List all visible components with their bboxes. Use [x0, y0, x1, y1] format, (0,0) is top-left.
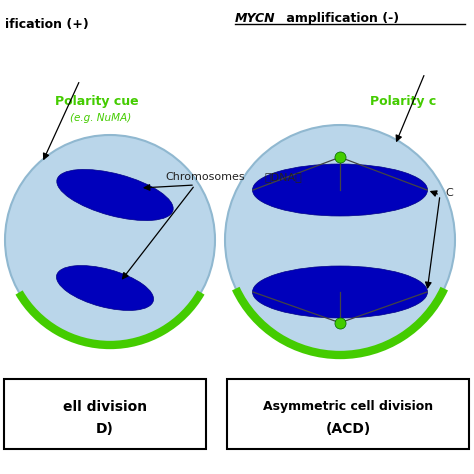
Text: （DNA）: （DNA）: [265, 172, 303, 182]
Text: MYCN: MYCN: [235, 12, 275, 25]
FancyBboxPatch shape: [4, 379, 206, 449]
Ellipse shape: [253, 266, 428, 318]
Text: (ACD): (ACD): [325, 422, 371, 436]
Text: D): D): [96, 422, 114, 436]
Ellipse shape: [253, 164, 428, 216]
Ellipse shape: [56, 265, 154, 310]
Text: Polarity cue: Polarity cue: [55, 95, 138, 108]
Text: amplification (-): amplification (-): [282, 12, 399, 25]
Text: C: C: [445, 188, 453, 198]
Text: Polarity c: Polarity c: [370, 95, 436, 108]
FancyBboxPatch shape: [227, 379, 469, 449]
Text: Chromosomes: Chromosomes: [165, 172, 245, 182]
Text: Asymmetric cell division: Asymmetric cell division: [263, 400, 433, 413]
Text: ell division: ell division: [63, 400, 147, 414]
Text: (e.g. NuMA): (e.g. NuMA): [70, 113, 131, 123]
Circle shape: [225, 125, 455, 355]
Ellipse shape: [57, 169, 173, 220]
Text: ification (+): ification (+): [5, 18, 89, 31]
Circle shape: [5, 135, 215, 345]
